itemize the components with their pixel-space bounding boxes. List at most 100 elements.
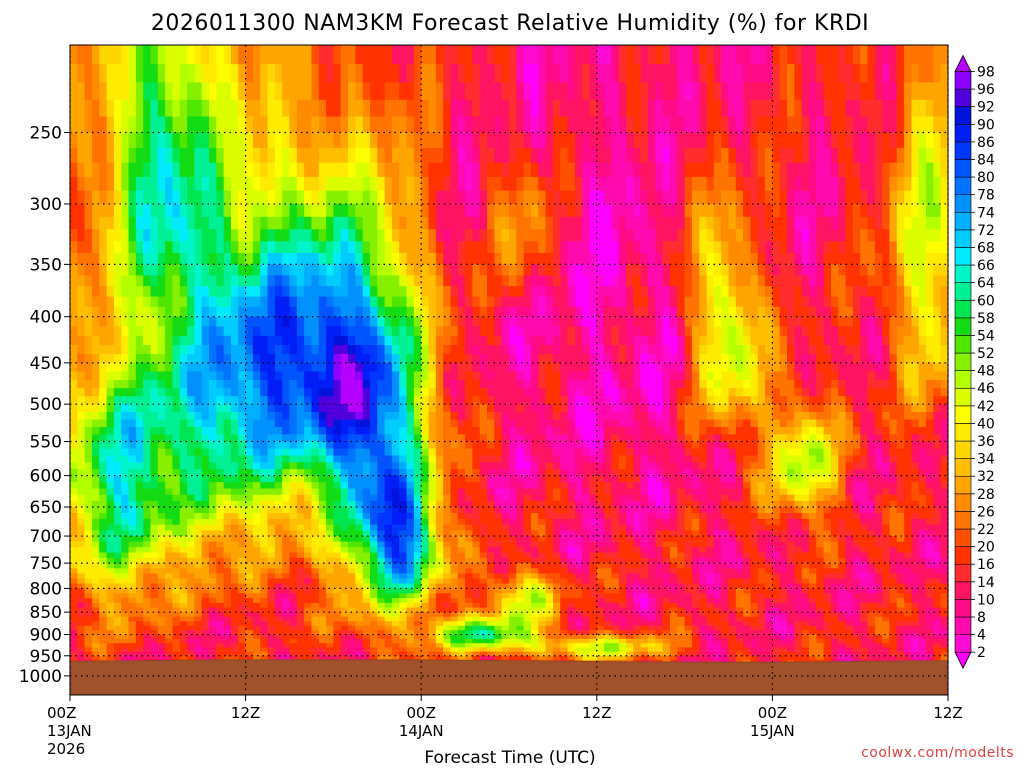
rh-cell bbox=[333, 557, 342, 564]
rh-cell bbox=[238, 147, 247, 164]
rh-cell bbox=[362, 316, 371, 328]
rh-cell bbox=[143, 176, 152, 192]
rh-cell bbox=[201, 513, 210, 520]
rh-cell bbox=[479, 616, 488, 622]
rh-cell bbox=[238, 396, 247, 405]
rh-cell bbox=[216, 147, 225, 164]
rh-cell bbox=[194, 612, 203, 618]
rh-cell bbox=[304, 469, 313, 477]
rh-cell bbox=[194, 557, 203, 564]
rh-cell bbox=[384, 388, 393, 397]
rh-cell bbox=[326, 316, 335, 328]
rh-cell bbox=[494, 518, 503, 526]
rh-cell bbox=[121, 475, 130, 483]
rh-cell bbox=[296, 598, 305, 604]
rh-cell bbox=[421, 630, 430, 636]
rh-cell bbox=[179, 64, 188, 84]
rh-cell bbox=[260, 241, 269, 254]
rh-cell bbox=[172, 229, 181, 242]
rh-cell bbox=[413, 147, 422, 164]
rh-cell bbox=[399, 241, 408, 254]
rh-cell bbox=[223, 404, 232, 413]
rh-cell bbox=[406, 536, 415, 543]
rh-cell bbox=[157, 568, 166, 575]
rh-cell bbox=[391, 396, 400, 405]
rh-cell bbox=[77, 651, 86, 657]
rh-cell bbox=[377, 362, 386, 373]
rh-cell bbox=[128, 625, 137, 631]
rh-cell bbox=[355, 455, 364, 464]
rh-cell bbox=[238, 598, 247, 604]
rh-cell bbox=[348, 494, 357, 502]
rh-cell bbox=[487, 296, 496, 308]
rh-cell bbox=[406, 419, 415, 428]
rh-cell bbox=[296, 404, 305, 413]
rh-cell bbox=[450, 547, 459, 554]
rh-cell bbox=[282, 557, 291, 564]
rh-cell bbox=[106, 379, 115, 389]
rh-cell bbox=[355, 306, 364, 318]
rh-cell bbox=[494, 99, 503, 118]
rh-cell bbox=[413, 116, 422, 134]
rh-cell bbox=[369, 475, 378, 483]
rh-cell bbox=[260, 203, 269, 218]
rh-cell bbox=[479, 518, 488, 526]
rh-cell bbox=[223, 475, 232, 483]
rh-cell bbox=[172, 345, 181, 355]
rh-cell bbox=[194, 513, 203, 520]
rh-cell bbox=[435, 335, 444, 346]
rh-cell bbox=[260, 475, 269, 483]
rh-cell bbox=[435, 132, 444, 149]
rh-cell bbox=[311, 306, 320, 318]
rh-cell bbox=[84, 427, 93, 436]
rh-cell bbox=[428, 507, 437, 514]
rh-cell bbox=[421, 616, 430, 622]
rh-cell bbox=[128, 557, 137, 564]
rh-cell bbox=[70, 419, 79, 428]
rh-cell bbox=[179, 241, 188, 254]
rh-cell bbox=[165, 264, 174, 277]
rh-cell bbox=[340, 573, 349, 580]
rh-cell bbox=[391, 82, 400, 101]
rh-cell bbox=[252, 64, 261, 84]
rh-cell bbox=[209, 630, 218, 636]
rh-cell bbox=[121, 434, 130, 443]
rh-cell bbox=[157, 419, 166, 428]
rh-cell bbox=[77, 494, 86, 502]
rh-cell bbox=[318, 296, 327, 308]
rh-cell bbox=[289, 448, 298, 457]
rh-cell bbox=[70, 116, 79, 134]
rh-cell bbox=[391, 455, 400, 464]
rh-cell bbox=[252, 469, 261, 477]
rh-cell bbox=[128, 404, 137, 413]
rh-cell bbox=[384, 500, 393, 508]
rh-cell bbox=[70, 462, 79, 470]
rh-cell bbox=[201, 116, 210, 134]
rh-cell bbox=[421, 427, 430, 436]
rh-cell bbox=[340, 469, 349, 477]
rh-cell bbox=[135, 411, 144, 421]
rh-cell bbox=[413, 655, 422, 661]
rh-cell bbox=[267, 536, 276, 543]
rh-cell bbox=[384, 530, 393, 537]
rh-cell bbox=[267, 354, 276, 364]
rh-cell bbox=[157, 638, 166, 644]
rh-cell bbox=[362, 162, 371, 178]
rh-cell bbox=[369, 354, 378, 364]
rh-cell bbox=[479, 176, 488, 192]
rh-cell bbox=[340, 253, 349, 266]
rh-cell bbox=[99, 500, 108, 508]
rh-cell bbox=[384, 286, 393, 298]
rh-cell bbox=[252, 448, 261, 457]
rh-cell bbox=[369, 630, 378, 636]
rh-cell bbox=[296, 547, 305, 554]
rh-cell bbox=[348, 518, 357, 526]
rh-cell bbox=[106, 625, 115, 631]
rh-cell bbox=[267, 388, 276, 397]
rh-cell bbox=[252, 593, 261, 599]
rh-cell bbox=[230, 588, 239, 594]
rh-cell bbox=[84, 296, 93, 308]
rh-cell bbox=[377, 441, 386, 450]
rh-cell bbox=[260, 469, 269, 477]
rh-cell bbox=[113, 655, 122, 661]
